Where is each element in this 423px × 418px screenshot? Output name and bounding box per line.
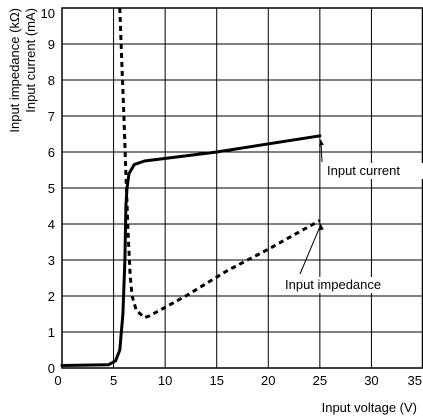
y-tick-label: 4 xyxy=(48,217,55,232)
y-tick-label: 0 xyxy=(48,361,55,376)
annotation-label: Input impedance xyxy=(285,277,381,292)
x-tick-label: 0 xyxy=(54,373,61,388)
x-tick-label: 35 xyxy=(408,373,422,388)
annotation-leader xyxy=(299,224,322,275)
series-lines xyxy=(60,7,322,367)
x-tick-label: 5 xyxy=(110,373,117,388)
annotation-bg xyxy=(283,277,397,293)
x-tick-label: 25 xyxy=(313,373,327,388)
y-tick-label: 6 xyxy=(48,145,55,160)
x-tick-label: 20 xyxy=(261,373,275,388)
annotation-arrowhead xyxy=(318,224,324,231)
y-tick-label: 7 xyxy=(48,109,55,124)
annotation-bg xyxy=(325,163,423,179)
annotation-label: Input current xyxy=(327,163,400,178)
y-tick-label: 8 xyxy=(48,73,55,88)
series-line-input-current xyxy=(60,134,322,367)
x-tick-label: 10 xyxy=(158,373,172,388)
y-tick-label: 1 xyxy=(48,325,55,340)
y-axis-label-current: Input current (mA) xyxy=(23,8,38,113)
annotations: Input current Input impedance xyxy=(283,139,423,293)
y-tick-label: 5 xyxy=(48,181,55,196)
x-axis-label: Input voltage (V) xyxy=(322,400,417,415)
y-tick-label: 9 xyxy=(48,37,55,52)
x-tick-label: 15 xyxy=(209,373,223,388)
y-tick-labels: 0 1 2 3 4 5 6 7 8 9 10 xyxy=(41,6,55,376)
series-line-input-impedance xyxy=(118,7,321,320)
grid xyxy=(61,7,423,369)
x-tick-labels: 0 5 10 15 20 25 30 35 xyxy=(54,373,422,388)
x-tick-label: 30 xyxy=(364,373,378,388)
y-tick-label: 2 xyxy=(48,289,55,304)
y-tick-label: 10 xyxy=(41,6,55,21)
y-axis-label-impedance: Input impedance (kΩ) xyxy=(7,8,22,133)
annotation-arrowhead xyxy=(318,139,324,146)
y-tick-label: 3 xyxy=(48,253,55,268)
